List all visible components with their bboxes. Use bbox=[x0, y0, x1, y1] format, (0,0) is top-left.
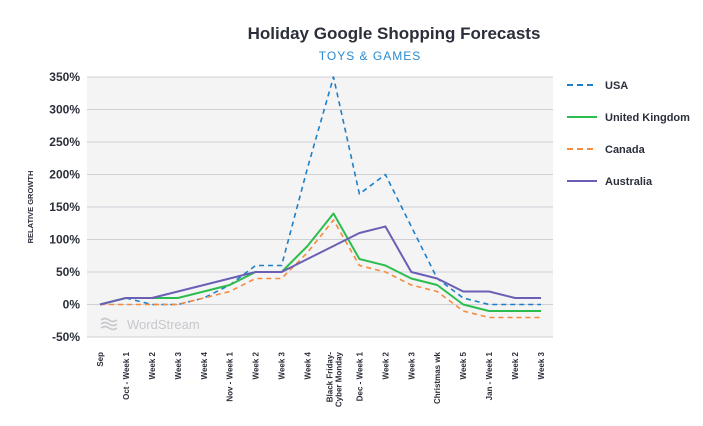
y-tick-label: 0% bbox=[63, 298, 81, 312]
wordstream-logo-icon bbox=[100, 317, 118, 331]
legend-label: Canada bbox=[605, 144, 646, 156]
y-tick-label: 200% bbox=[49, 168, 80, 182]
y-tick-label: 250% bbox=[49, 135, 80, 149]
y-axis-label: RELATIVE GROWTH bbox=[26, 171, 35, 244]
x-tick-label: Nov - Week 1 bbox=[226, 351, 235, 401]
x-tick-label: Week 3 bbox=[278, 351, 287, 379]
x-tick-label: Week 2 bbox=[511, 351, 520, 379]
x-tick-label: Week 2 bbox=[148, 351, 157, 379]
series-line-united-kingdom bbox=[99, 212, 541, 312]
x-tick-label: Week 3 bbox=[174, 351, 183, 379]
x-tick-label: Week 2 bbox=[381, 351, 390, 379]
x-tick-label: Sep bbox=[96, 352, 105, 367]
x-tick-label: Week 3 bbox=[537, 351, 546, 379]
y-tick-label: 50% bbox=[56, 265, 80, 279]
x-tick-label: Black Friday-Cyber Monday bbox=[325, 351, 343, 407]
x-tick-label: Week 3 bbox=[407, 351, 416, 379]
series-line-australia bbox=[99, 225, 541, 306]
y-tick-label: 300% bbox=[49, 103, 80, 117]
legend-label: Australia bbox=[605, 176, 653, 188]
x-tick-label: Week 5 bbox=[459, 351, 468, 379]
x-tick-label: Dec - Week 1 bbox=[355, 351, 364, 401]
x-tick-label: Week 2 bbox=[252, 351, 261, 379]
chart-title: Holiday Google Shopping Forecasts bbox=[248, 24, 541, 43]
y-tick-label: -50% bbox=[52, 330, 80, 344]
x-tick-label: Christmas wk bbox=[433, 351, 442, 404]
x-tick-label: Week 4 bbox=[304, 351, 313, 379]
chart-subtitle: TOYS & GAMES bbox=[319, 49, 421, 63]
y-tick-label: 350% bbox=[49, 70, 80, 84]
legend-label: USA bbox=[605, 80, 628, 92]
x-tick-label: Oct - Week 1 bbox=[122, 351, 131, 399]
x-tick-label: Jan - Week 1 bbox=[485, 351, 494, 400]
watermark-text: WordStream bbox=[127, 317, 200, 332]
watermark: WordStream bbox=[100, 317, 200, 332]
y-tick-label: 100% bbox=[49, 233, 80, 247]
y-tick-label: 150% bbox=[49, 200, 80, 214]
x-tick-label: Week 4 bbox=[200, 351, 209, 379]
series-line-canada bbox=[100, 219, 541, 319]
legend-label: United Kingdom bbox=[605, 112, 690, 124]
